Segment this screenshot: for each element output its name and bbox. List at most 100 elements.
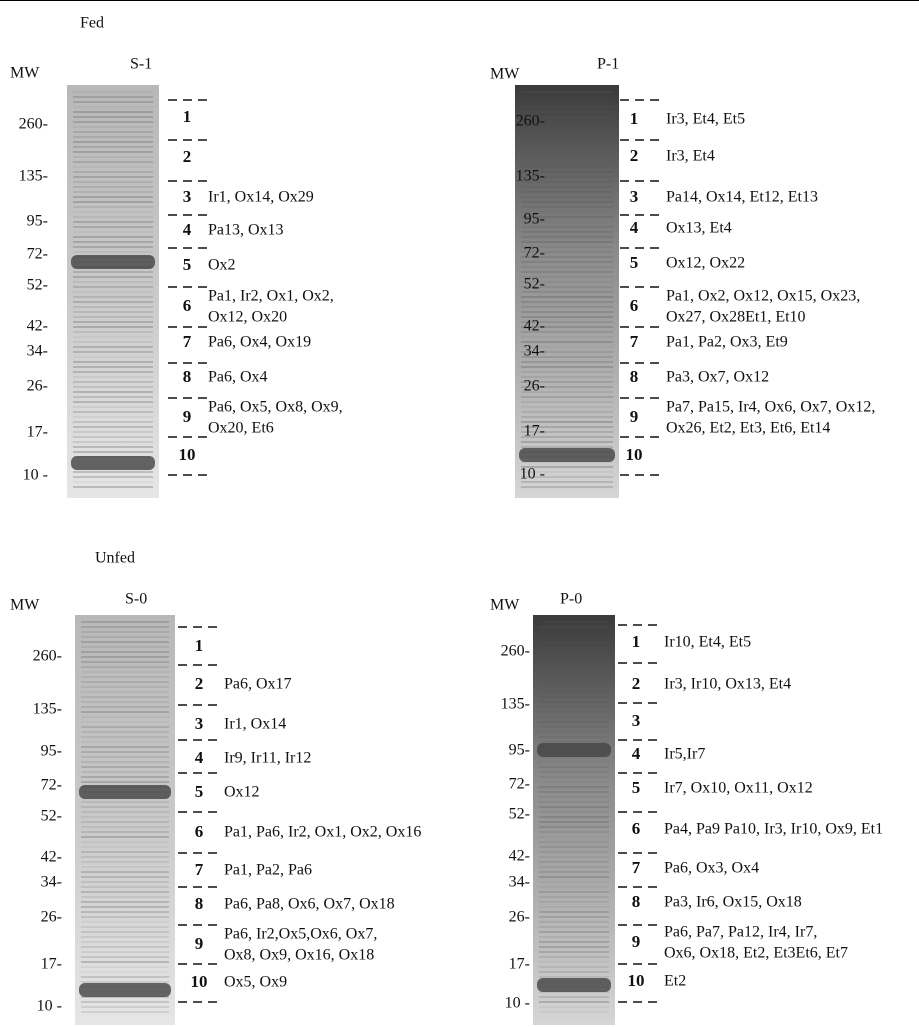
gel-band (539, 691, 609, 693)
gel-band (81, 701, 169, 703)
gel-band (539, 1001, 609, 1003)
mw-marker: 10 - (37, 998, 62, 1015)
gel-band (521, 171, 613, 173)
band-number: 3 (630, 187, 639, 206)
gel-band (73, 191, 153, 193)
band-number: 6 (195, 822, 204, 841)
gel-band (539, 831, 609, 833)
gel-band (521, 366, 613, 368)
protein-list: Ir3, Et4, Et5 (666, 111, 745, 128)
mw-marker: 10 - (505, 995, 530, 1012)
mw-marker: 260- (516, 113, 545, 130)
gel-band (73, 376, 153, 378)
gel-band (521, 406, 613, 408)
mw-marker: 17- (41, 956, 62, 973)
gel-band (521, 391, 613, 393)
gel-band (81, 631, 169, 633)
gel-band (537, 743, 611, 757)
gel-band (73, 301, 153, 303)
gel-band (73, 106, 153, 108)
gel-band (81, 711, 169, 713)
gel-band (521, 346, 613, 348)
mw-marker: 42- (41, 849, 62, 866)
gel-band (73, 321, 153, 323)
gel-band (73, 241, 153, 243)
mw-marker: 135- (516, 168, 545, 185)
band-number: 2 (195, 674, 204, 693)
gel-band (73, 356, 153, 358)
protein-list: Ox5, Ox9 (224, 974, 287, 991)
gel-band (539, 1011, 609, 1013)
mw-marker: 34- (41, 874, 62, 891)
gel-band (73, 171, 153, 173)
gel-band (539, 971, 609, 973)
mw-marker: 17- (27, 424, 48, 441)
protein-list: Pa3, Ir6, Ox15, Ox18 (664, 894, 802, 911)
gel-band (73, 146, 153, 148)
gel-band (539, 676, 609, 678)
gel-band (521, 326, 613, 328)
gel-band (539, 961, 609, 963)
gel-band (81, 901, 169, 903)
gel-band (521, 121, 613, 123)
gel-band (81, 896, 169, 898)
protein-list: Pa1, Pa6, Ir2, Ox1, Ox2, Ox16 (224, 824, 421, 841)
protein-list: Pa6, Ox3, Ox4 (664, 860, 759, 877)
gel-band (81, 956, 169, 958)
band-number: 8 (195, 894, 204, 913)
gel-band (73, 326, 153, 328)
protein-list: Ir3, Et4 (666, 148, 715, 165)
protein-list: Pa13, Ox13 (208, 222, 284, 239)
gel-band (539, 661, 609, 663)
gel-band (521, 376, 613, 378)
band-number: 4 (630, 218, 639, 237)
band-number: 7 (183, 332, 192, 351)
gel-band (73, 286, 153, 288)
gel-band (81, 721, 169, 723)
gel-band (539, 936, 609, 938)
gel-band (81, 676, 169, 678)
protein-list: Pa6, Ox4, Ox19 (208, 334, 311, 351)
gel-band (539, 621, 609, 623)
protein-list: Ox8, Ox9, Ox16, Ox18 (224, 947, 374, 964)
gel-band (81, 741, 169, 743)
gel-band (521, 226, 613, 228)
gel-band (71, 456, 155, 470)
gel-band (73, 346, 153, 348)
gel-band (539, 721, 609, 723)
gel-band (521, 301, 613, 303)
gel-band (73, 96, 153, 98)
gel-band (81, 636, 169, 638)
gel-band (73, 276, 153, 278)
gel-band (521, 296, 613, 298)
gel-band (521, 361, 613, 363)
gel-band (521, 446, 613, 448)
mw-marker: 95- (41, 743, 62, 760)
gel-band (539, 631, 609, 633)
mw-marker: 95- (27, 213, 48, 230)
mw-marker: 52- (27, 277, 48, 294)
mw-marker: 95- (509, 742, 530, 759)
gel-band (521, 131, 613, 133)
gel-band (521, 126, 613, 128)
mw-marker: 34- (27, 343, 48, 360)
gel-band (539, 806, 609, 808)
protein-list: Pa1, Pa2, Pa6 (224, 862, 312, 879)
mw-marker: 26- (509, 909, 530, 926)
gel-band (521, 246, 613, 248)
band-number: 9 (183, 407, 192, 426)
gel-band (539, 926, 609, 928)
protein-list: Pa3, Ox7, Ox12 (666, 369, 769, 386)
gel-band (81, 626, 169, 628)
gel-band (81, 861, 169, 863)
gel-band (521, 441, 613, 443)
gel-band (71, 255, 155, 269)
gel-band (81, 656, 169, 658)
gel-band (521, 306, 613, 308)
gel-band (539, 731, 609, 733)
gel-band (73, 271, 153, 273)
gel-band (73, 331, 153, 333)
gel-band (539, 911, 609, 913)
mw-title: MW (10, 597, 40, 614)
band-number: 2 (183, 147, 192, 166)
